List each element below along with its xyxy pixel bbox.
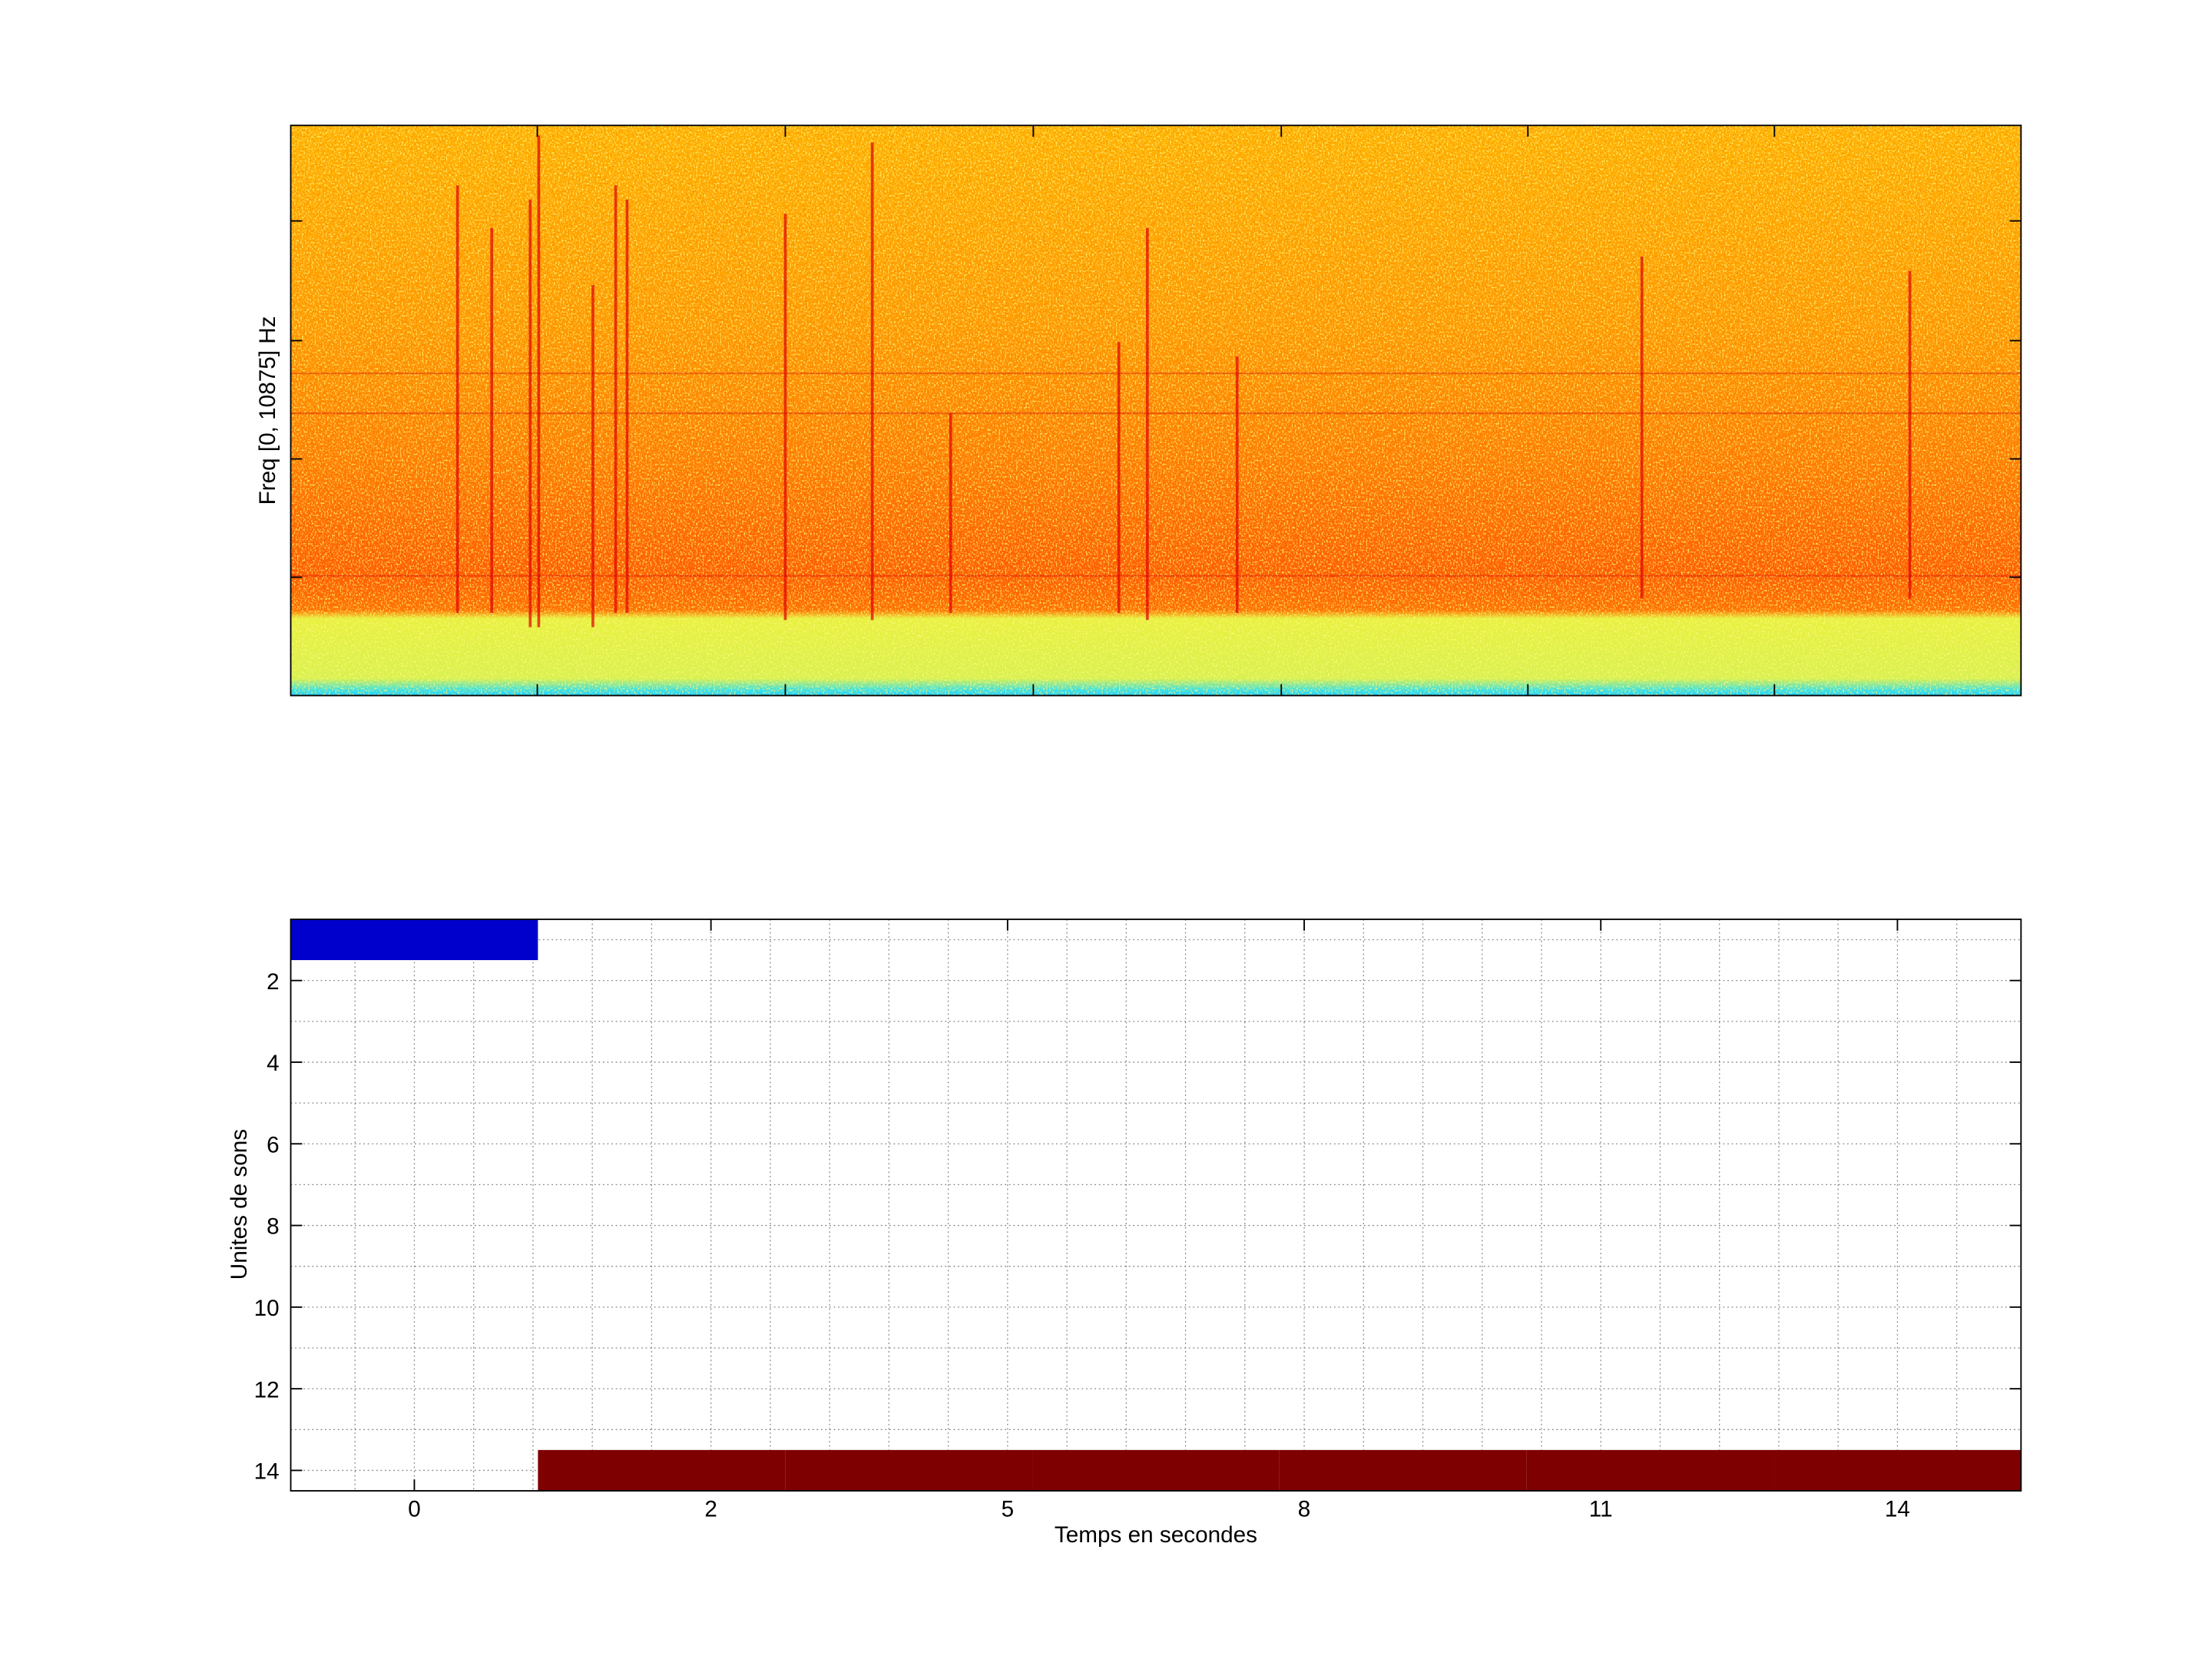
- segment: [1526, 1449, 1774, 1492]
- y-tick-label: 14: [254, 1459, 280, 1485]
- tick-marks: [290, 125, 2022, 696]
- x-tick-label: 5: [1002, 1496, 1015, 1522]
- x-tick-label: 8: [1298, 1496, 1311, 1522]
- y-tick-label: 8: [267, 1214, 280, 1240]
- y-tick-label: 10: [254, 1296, 280, 1321]
- y-tick-label: 4: [267, 1051, 280, 1076]
- segment: [785, 1449, 1033, 1492]
- spectrogram-noise: [290, 125, 2022, 696]
- x-axis-label: Temps en secondes: [1055, 1522, 1257, 1548]
- x-tick-label: 14: [1885, 1496, 1910, 1522]
- axes-box: [290, 124, 2022, 697]
- segment: [1279, 1449, 1527, 1492]
- x-tick-label: 2: [704, 1496, 717, 1522]
- x-tick-label: 11: [1589, 1496, 1613, 1522]
- segment-chart: 0 2 5 8 11 14 2 4 6 8 10 12 14: [254, 918, 2022, 1522]
- y-tick-label: 12: [254, 1377, 280, 1402]
- y-axis-label: Freq [0, 10875] Hz: [255, 316, 280, 505]
- y-tick-label: 6: [267, 1132, 280, 1157]
- y-axis-label: Unites de sons: [227, 1129, 252, 1280]
- y-tick-label: 2: [267, 969, 280, 995]
- axes-box: [290, 918, 2022, 1492]
- axes-background: [290, 919, 2022, 1492]
- segment: [1773, 1449, 2022, 1492]
- spectrogram: Freq [0, 10875] Hz: [255, 124, 2022, 697]
- segment: [1032, 1449, 1280, 1492]
- x-tick-label: 0: [408, 1496, 421, 1522]
- segment: [290, 919, 538, 961]
- spectrogram-streaks: [455, 135, 1912, 628]
- spectrogram-bands: [290, 373, 2022, 577]
- segment: [538, 1449, 786, 1492]
